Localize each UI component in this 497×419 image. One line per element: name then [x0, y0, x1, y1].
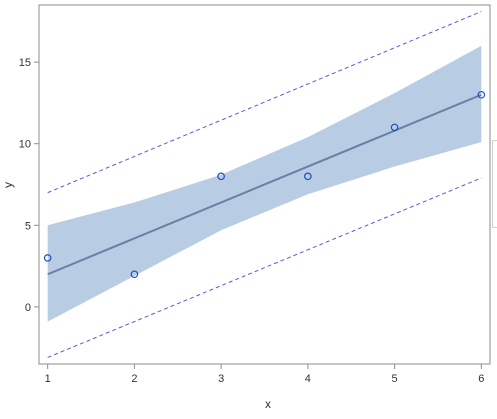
x-tick-label: 5	[392, 373, 398, 385]
x-tick-label: 6	[478, 373, 484, 385]
data-points-layer	[43, 90, 486, 279]
data-point	[43, 254, 52, 262]
data-point	[217, 172, 225, 181]
data-point	[477, 90, 486, 99]
x-tick-label: 3	[218, 373, 224, 385]
fit-line	[47, 93, 482, 276]
y-tick-label: 0	[25, 302, 31, 314]
y-tick-label: 5	[25, 220, 31, 232]
legend-box	[492, 140, 497, 228]
y-tick-label: 15	[19, 57, 31, 69]
x-tick-label: 4	[305, 373, 311, 385]
y-axis: 0 5 10 15	[19, 57, 39, 314]
x-tick-label: 2	[131, 373, 137, 385]
data-point	[130, 270, 139, 279]
y-tick-label: 10	[19, 139, 31, 151]
prediction-limits-layer	[47, 11, 482, 358]
fit-line-layer	[47, 93, 482, 276]
x-axis: 1 2 3 4 5 6	[45, 364, 484, 385]
y-axis-label: y	[1, 182, 15, 188]
upper-prediction-limit	[47, 11, 482, 194]
data-point	[304, 172, 312, 181]
x-axis-label: x	[265, 397, 271, 411]
data-point	[390, 123, 399, 132]
x-tick-label: 1	[45, 373, 51, 385]
lower-prediction-limit	[47, 177, 482, 358]
plot-frame	[38, 4, 491, 365]
